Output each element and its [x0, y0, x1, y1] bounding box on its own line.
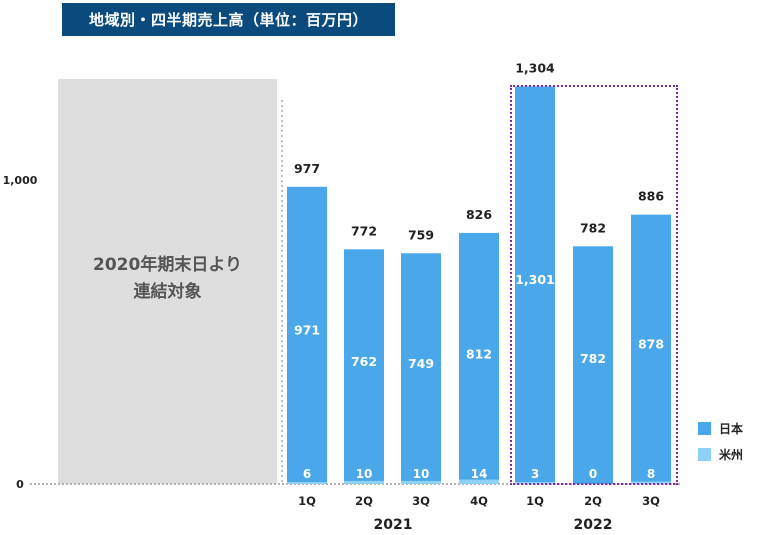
americas-value-label: 3: [531, 467, 539, 481]
japan-value-label: 971: [294, 322, 320, 337]
americas-value-label: 8: [647, 467, 655, 481]
bar-americas: [631, 481, 671, 484]
bar-americas: [344, 480, 384, 484]
bar-japan: [631, 214, 671, 482]
total-label: 886: [638, 189, 664, 204]
bar-japan: [573, 246, 613, 484]
total-label: 1,304: [515, 60, 555, 75]
y-tick-label: 0: [16, 478, 24, 491]
year-label-2022: 2022: [574, 517, 613, 533]
americas-value-label: 14: [471, 467, 488, 481]
total-label: 826: [466, 207, 492, 222]
legend-item-americas: 米州: [698, 446, 743, 463]
legend-label-japan: 日本: [719, 422, 744, 436]
japan-value-label: 782: [580, 351, 606, 366]
quarter-tick-label: 2Q: [355, 494, 373, 508]
japan-value-label: 812: [466, 347, 492, 362]
japan-value-label: 878: [638, 337, 664, 352]
pre-consolidation-panel: [58, 79, 277, 484]
consolidation-note: 2020年期末日より 連結対象: [58, 252, 277, 306]
bar-japan: [287, 186, 327, 483]
legend-swatch-japan: [698, 422, 711, 435]
americas-value-label: 0: [589, 467, 597, 481]
quarter-tick-label: 1Q: [526, 494, 544, 508]
chart-title: 地域別・四半期売上高（単位：百万円）: [62, 3, 395, 36]
americas-value-label: 10: [413, 467, 430, 481]
consolidation-note-line-1: 2020年期末日より: [93, 255, 242, 275]
quarter-tick-label: 4Q: [470, 494, 488, 508]
bar-americas: [287, 482, 327, 484]
total-label: 977: [294, 161, 320, 176]
quarter-tick-label: 3Q: [412, 494, 430, 508]
japan-value-label: 1,301: [515, 272, 555, 287]
total-label: 772: [351, 223, 377, 238]
year-label-2021: 2021: [374, 517, 413, 533]
bar-japan: [401, 253, 441, 481]
bar-japan: [459, 232, 499, 480]
legend-label-americas: 米州: [719, 448, 744, 462]
legend-item-japan: 日本: [698, 420, 743, 437]
bar-americas: [401, 480, 441, 484]
fy2022-highlight-frame: [510, 85, 678, 485]
japan-value-label: 762: [351, 354, 377, 369]
quarter-tick-label: 1Q: [298, 494, 316, 508]
consolidation-note-line-2: 連結対象: [133, 282, 202, 302]
total-label: 759: [408, 227, 434, 242]
bar-japan: [515, 86, 555, 482]
total-label: 782: [580, 220, 606, 235]
bar-americas: [459, 479, 499, 484]
americas-value-label: 6: [303, 467, 311, 481]
japan-value-label: 749: [408, 356, 434, 371]
quarter-tick-label: 3Q: [642, 494, 660, 508]
quarter-tick-label: 2Q: [584, 494, 602, 508]
bar-japan: [344, 249, 384, 481]
americas-value-label: 10: [356, 467, 373, 481]
y-tick-label: 1,000: [3, 174, 38, 187]
legend-swatch-americas: [698, 448, 711, 461]
